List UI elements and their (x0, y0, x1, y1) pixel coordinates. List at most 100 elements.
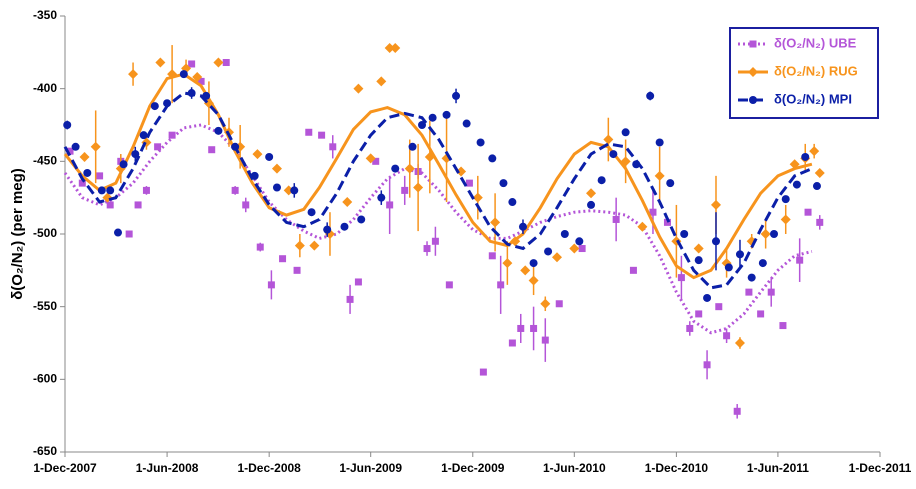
point (66, 147, 74, 155)
point (502, 258, 513, 269)
point (142, 186, 150, 194)
point (586, 188, 597, 199)
point (106, 186, 115, 195)
point (796, 256, 804, 264)
point (472, 192, 483, 203)
legend-marker (749, 40, 757, 48)
point (418, 121, 427, 129)
point (202, 91, 211, 100)
point (646, 91, 655, 100)
point (747, 273, 756, 282)
point (637, 221, 648, 232)
point (735, 250, 744, 259)
point (293, 266, 301, 274)
point (404, 163, 415, 174)
point (488, 154, 497, 163)
point (476, 138, 485, 147)
point (431, 237, 439, 245)
point (167, 69, 178, 80)
point (780, 214, 791, 225)
point (462, 119, 471, 128)
x-tick-label: 1-Dec-2009 (441, 461, 505, 475)
point (442, 110, 451, 119)
point (188, 60, 196, 68)
point (465, 179, 473, 187)
point (530, 324, 538, 332)
point (445, 281, 453, 289)
point (386, 201, 394, 209)
point (508, 339, 516, 347)
point (139, 131, 148, 140)
point (694, 256, 703, 265)
point (760, 229, 771, 239)
point (757, 310, 765, 318)
point (552, 252, 563, 263)
point (541, 336, 549, 344)
point (252, 149, 263, 160)
point (90, 141, 101, 152)
point (529, 259, 538, 268)
fit-line (63, 72, 813, 280)
legend-label: δ(O₂/N₂) UBE (774, 35, 857, 50)
y-tick-label: -350 (33, 8, 57, 22)
point (812, 182, 821, 191)
point (213, 57, 224, 68)
point (113, 228, 122, 237)
point (597, 176, 606, 185)
point (560, 230, 569, 238)
point (680, 230, 689, 238)
point (452, 91, 461, 100)
point (222, 59, 230, 67)
point (179, 70, 188, 79)
point (78, 179, 86, 187)
point (544, 247, 553, 256)
point (497, 281, 505, 289)
x-tick-label: 1-Jun-2009 (339, 461, 402, 475)
point (307, 208, 316, 217)
point (758, 259, 767, 268)
point (612, 215, 620, 223)
point (693, 243, 704, 254)
point (97, 186, 106, 195)
y-tick-label: -650 (33, 444, 57, 458)
point (632, 160, 641, 169)
point (192, 72, 203, 83)
y-tick-label: -450 (33, 154, 57, 168)
point (365, 153, 376, 164)
point (340, 222, 349, 231)
point (816, 218, 824, 226)
point (384, 42, 395, 53)
point (654, 170, 665, 181)
y-tick-label: -600 (33, 372, 57, 386)
legend-marker (749, 96, 757, 104)
point (354, 278, 362, 286)
point (163, 99, 172, 108)
point (423, 245, 431, 253)
legend: δ(O₂/N₂) UBE δ(O₂/N₂) RUG δ(O₂/N₂) MPI (729, 27, 879, 119)
point (342, 197, 353, 208)
point (408, 142, 417, 151)
point (377, 193, 386, 202)
point (456, 166, 467, 177)
y-tick-label: -500 (33, 226, 57, 240)
point (666, 179, 675, 188)
point (329, 143, 337, 151)
point (620, 156, 631, 167)
point (517, 324, 525, 332)
point (715, 303, 723, 311)
point (250, 171, 259, 180)
point (621, 128, 630, 137)
fit-line (63, 123, 813, 335)
point (520, 265, 531, 276)
point (96, 172, 104, 180)
point (781, 195, 790, 204)
legend-marker (748, 67, 758, 77)
point (703, 293, 712, 302)
x-tick-label: 1-Jun-2011 (747, 461, 809, 475)
point (267, 281, 275, 289)
point (197, 77, 205, 85)
point (609, 150, 618, 159)
point (789, 159, 800, 170)
y-tick-label: -400 (33, 81, 57, 95)
point (540, 298, 551, 309)
